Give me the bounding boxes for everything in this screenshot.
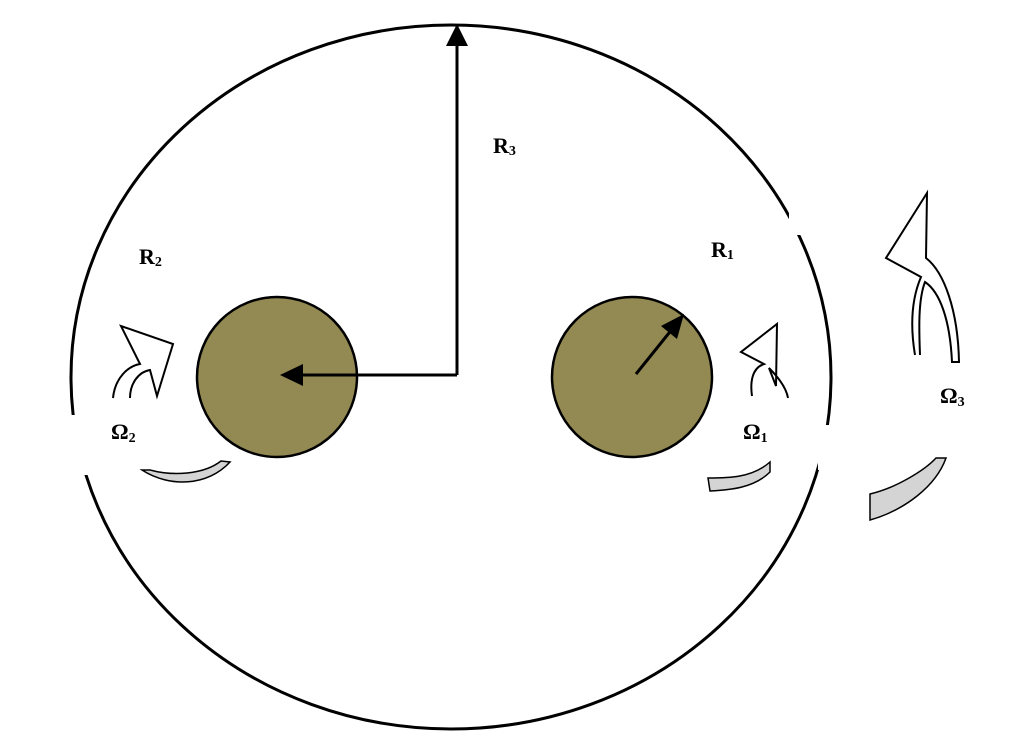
omega3-arrow-tail xyxy=(869,457,948,521)
r1-label: R1 xyxy=(711,237,734,263)
omega1-rotation-arrow xyxy=(707,321,789,492)
outer-cylinder xyxy=(69,23,833,731)
omega3-rotation-arrow xyxy=(869,189,961,521)
omega2-label: Ω2 xyxy=(111,419,136,446)
omega1-label: Ω1 xyxy=(743,419,768,446)
outer-gap-right-top xyxy=(789,205,809,235)
inner-cylinder-right xyxy=(550,295,714,459)
r3-arrowhead xyxy=(446,24,468,46)
r2-arrowhead xyxy=(280,364,303,386)
omega1-arrow-tail xyxy=(707,460,771,492)
omega1-arrow-head xyxy=(739,321,789,399)
omega2-arrow-tail xyxy=(139,460,232,483)
omega3-label: Ω3 xyxy=(940,383,965,410)
r2-label: R2 xyxy=(139,244,162,270)
r1-radius-arrow xyxy=(634,327,675,375)
r3-label: R3 xyxy=(493,133,516,159)
r1-arrowhead xyxy=(661,314,684,339)
omega3-arrow-head xyxy=(884,189,961,363)
outer-gap-left xyxy=(70,415,88,475)
inner-cylinder-left xyxy=(195,295,359,459)
omega2-arrow-head xyxy=(112,324,175,400)
omega2-rotation-arrow xyxy=(112,324,232,483)
outer-gap-right-mid xyxy=(818,425,840,470)
